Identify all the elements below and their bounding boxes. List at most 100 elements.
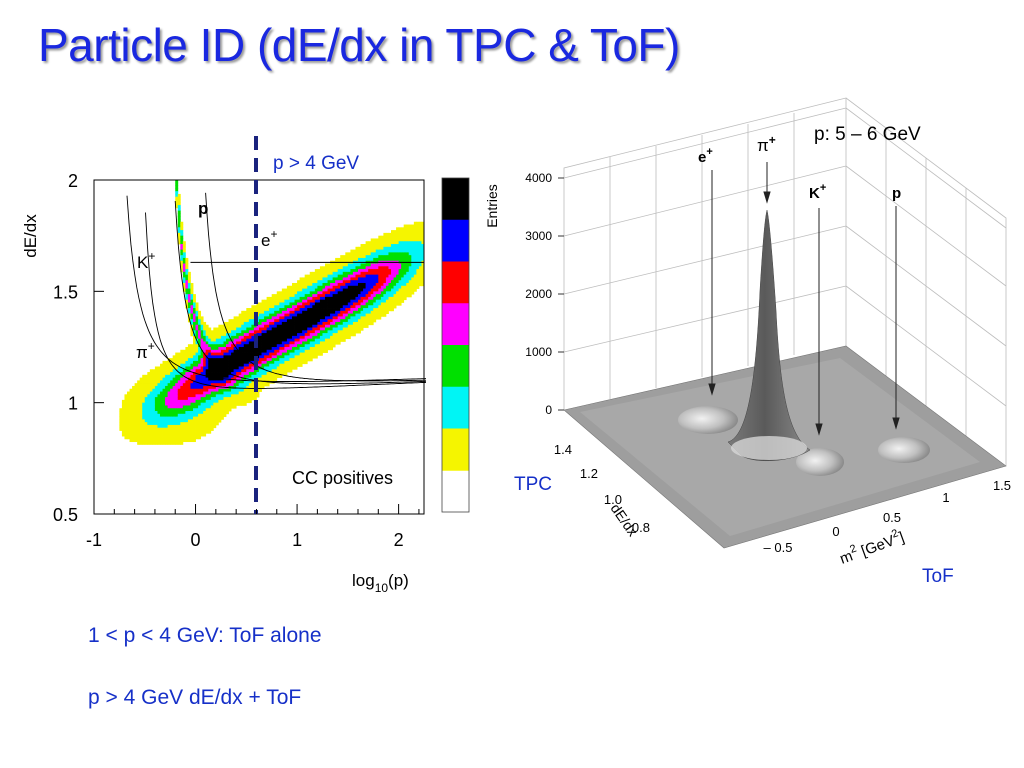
heatmap-cell (370, 269, 374, 273)
heatmap-cell (226, 399, 229, 404)
heatmap-cell (383, 310, 387, 314)
heatmap-cell (413, 241, 417, 245)
heatmap-cell (304, 321, 308, 326)
heatmap-cell (363, 249, 367, 253)
heatmap-cell (340, 277, 344, 281)
heatmap-cell (304, 310, 308, 314)
heatmap-cell (210, 355, 214, 359)
heatmap-cell (370, 263, 374, 267)
z-tick-label: 3000 (525, 229, 552, 243)
heatmap-cell (406, 282, 410, 287)
heatmap-cell (139, 408, 143, 412)
heatmap-cell (264, 302, 268, 306)
heatmap-cell (218, 388, 222, 392)
heatmap-cell (180, 391, 184, 395)
heatmap-cell (261, 308, 265, 312)
heatmap-cell (398, 263, 402, 267)
heatmap-cell (236, 380, 240, 384)
heatmap-cell (358, 291, 361, 295)
heatmap-cell (203, 399, 207, 404)
heatmap-cell (261, 305, 265, 309)
heatmap-cell (309, 282, 313, 287)
heatmap-cell (142, 419, 146, 423)
heatmap-cell (165, 402, 169, 406)
heatmap-cell (187, 296, 191, 301)
heatmap-cell (276, 344, 280, 348)
heatmap-cell (385, 235, 389, 239)
heatmap-cell (261, 363, 265, 367)
heatmap-cell (175, 427, 179, 431)
heatmap-cell (134, 408, 138, 412)
heatmap-cell (162, 422, 166, 426)
heatmap-cell (355, 299, 359, 303)
heatmap-cell (297, 296, 301, 301)
heatmap-cell (233, 333, 237, 337)
heatmap-cell (312, 344, 316, 348)
heatmap-cell (299, 313, 303, 317)
heatmap-cell (139, 419, 143, 423)
heatmap-cell (154, 427, 158, 431)
color-scale-band (442, 178, 469, 221)
heatmap-cell (172, 436, 176, 440)
heatmap-cell (266, 383, 270, 387)
heatmap-cell (363, 288, 367, 292)
heatmap-cell (347, 310, 351, 314)
heatmap-cell (281, 349, 285, 353)
heatmap-cell (391, 257, 394, 262)
heatmap-cell (180, 244, 184, 248)
heatmap-cell (396, 235, 400, 239)
heatmap-cell (149, 383, 153, 387)
heatmap-cell (226, 355, 229, 359)
heatmap-cell (121, 433, 125, 437)
heatmap-cell (347, 252, 351, 256)
heatmap-cell (213, 380, 217, 384)
heatmap-cell (152, 391, 156, 395)
heatmap-cell (286, 319, 290, 323)
heatmap-cell (132, 422, 136, 426)
heatmap-cell (378, 252, 382, 256)
heatmap-cell (370, 241, 374, 245)
heatmap-cell (335, 291, 339, 295)
heatmap-cell (205, 430, 209, 434)
heatmap-cell (177, 210, 181, 214)
color-scale-band (442, 345, 469, 388)
heatmap-cell (223, 321, 227, 326)
heatmap-cell (213, 413, 217, 417)
heatmap-cell (370, 291, 374, 295)
heatmap-cell (134, 397, 138, 401)
heatmap-cell (157, 380, 161, 384)
heatmap-cell (200, 363, 204, 367)
heatmap-cell (319, 271, 323, 276)
heatmap-cell (421, 232, 425, 237)
heatmap-cell (302, 324, 306, 328)
heatmap-cell (396, 263, 400, 267)
heatmap-cell (149, 408, 153, 412)
heatmap-cell (137, 402, 141, 406)
heatmap-cell (134, 405, 138, 409)
heatmap-cell (375, 238, 379, 242)
heatmap-cell (157, 408, 161, 412)
heatmap-cell (421, 244, 425, 248)
heatmap-cell (368, 249, 372, 253)
heatmap-cell (198, 394, 202, 398)
heatmap-cell (162, 413, 166, 417)
heatmap-cell (233, 319, 237, 323)
heatmap-cell (251, 388, 255, 392)
heatmap-cell (299, 360, 303, 365)
heatmap-cell (193, 411, 196, 415)
heatmap-cell (347, 333, 351, 337)
heatmap-cell (119, 413, 123, 417)
heatmap-cell (236, 391, 240, 395)
heatmap-cell (144, 422, 148, 426)
heatmap-cell (266, 344, 270, 348)
heatmap-cell (327, 335, 331, 340)
heatmap-cell (137, 441, 141, 445)
heatmap-cell (203, 369, 207, 373)
heatmap-cell (271, 294, 275, 298)
heatmap-cell (413, 288, 417, 292)
heatmap-cell (213, 341, 217, 345)
heatmap-cell (185, 294, 189, 298)
heatmap-cell (180, 385, 184, 390)
heatmap-cell (185, 416, 189, 420)
heatmap-cell (325, 349, 328, 353)
